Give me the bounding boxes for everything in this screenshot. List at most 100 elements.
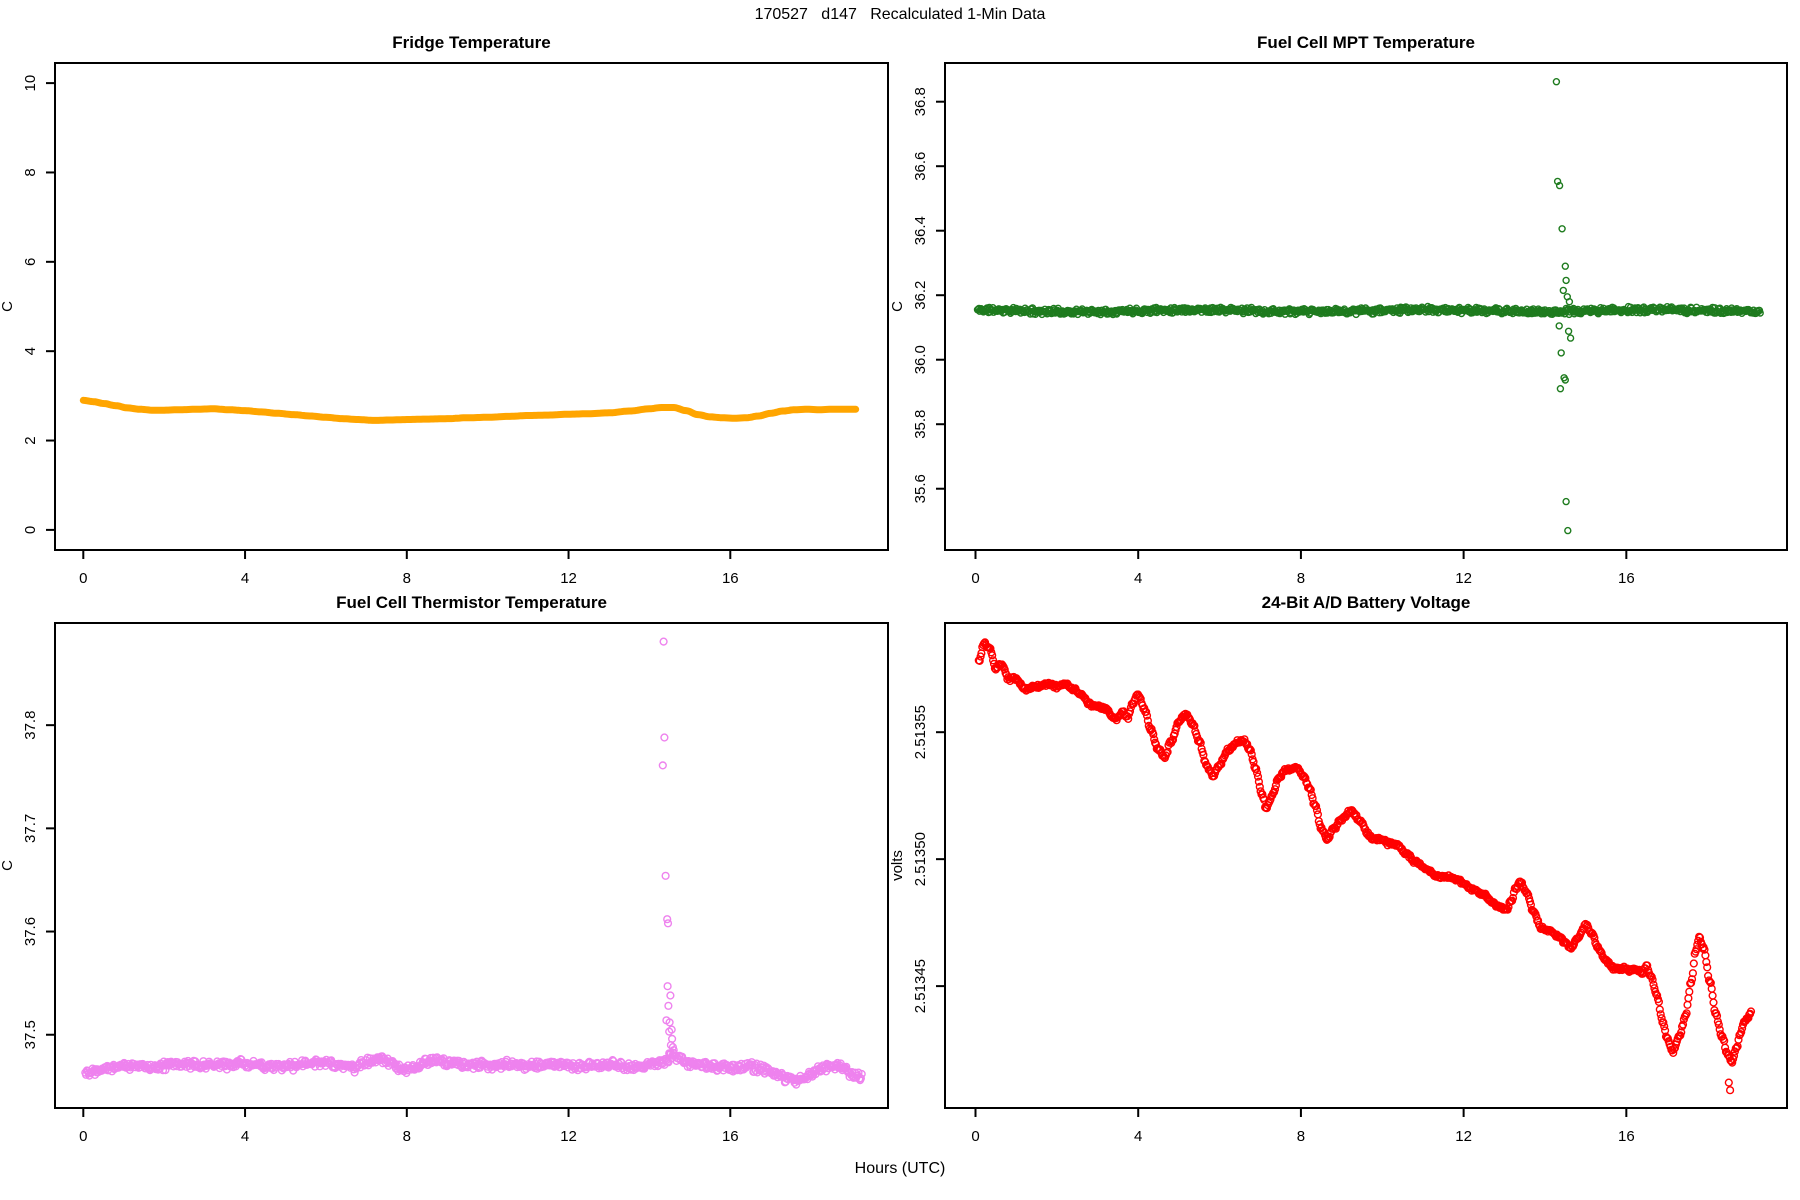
outlier-point — [1561, 262, 1570, 270]
data-point — [1254, 777, 1264, 786]
data-point — [1683, 1000, 1692, 1009]
y-tick-label: 2.51350 — [912, 832, 929, 886]
y-axis-label: C — [0, 860, 16, 871]
data-point — [1299, 771, 1308, 781]
y-tick-label: 2 — [22, 436, 39, 444]
data-point — [1652, 990, 1661, 999]
x-tick-label: 0 — [79, 570, 87, 587]
plot-box — [54, 62, 889, 551]
data-point — [1590, 933, 1599, 942]
y-tick-label: 2.51355 — [912, 705, 929, 759]
data-point — [1678, 1020, 1688, 1029]
outlier-point — [664, 1001, 673, 1010]
data-point — [1532, 912, 1541, 921]
data-point — [1682, 1009, 1691, 1018]
data-point — [1246, 746, 1255, 755]
data-point — [1217, 760, 1226, 769]
data-point — [1245, 745, 1255, 754]
data-point — [833, 1058, 842, 1068]
data-point — [975, 656, 984, 666]
outlier-point — [1564, 526, 1572, 535]
data-point — [976, 652, 985, 661]
data-point — [1167, 736, 1177, 745]
data-point — [1269, 788, 1278, 798]
outlier-point — [1558, 225, 1566, 233]
x-tick-label: 0 — [79, 1128, 87, 1145]
y-tick-label: 36.8 — [912, 87, 929, 116]
data-point — [1694, 932, 1704, 941]
plot-fuel-cell-mpt-temperature: Fuel Cell MPT Temperature C 0 4 8 12 16 35.6 35.… — [889, 33, 1788, 587]
plot-title: 24-Bit A/D Battery Voltage — [1262, 593, 1471, 612]
data-point — [1700, 945, 1709, 954]
y-tick-label: 35.6 — [912, 474, 929, 503]
data-point — [1270, 785, 1280, 794]
data-point — [1643, 961, 1652, 970]
x-tick-label: 4 — [1134, 1128, 1142, 1145]
data-point — [1325, 832, 1334, 841]
outlier-point — [1566, 334, 1575, 342]
x-tick-label: 0 — [971, 1128, 979, 1145]
data-point — [1000, 665, 1009, 674]
data-point — [1162, 748, 1171, 758]
data-point — [1654, 997, 1664, 1007]
outlier-point — [666, 991, 675, 1000]
data-point — [1688, 969, 1698, 978]
y-tick-label: 10 — [22, 75, 39, 92]
outlier-point — [1724, 1078, 1733, 1087]
plot-title: Fuel Cell Thermistor Temperature — [336, 593, 607, 612]
data-point — [988, 651, 997, 660]
data-point — [1258, 790, 1267, 799]
series-points — [973, 302, 1764, 319]
data-point — [1669, 1048, 1678, 1058]
data-point — [1685, 987, 1694, 996]
data-point — [1715, 1025, 1724, 1034]
x-tick-label: 12 — [1455, 570, 1472, 587]
series-points — [974, 638, 1756, 1067]
data-point — [1252, 764, 1261, 773]
outlier-point — [1561, 376, 1570, 384]
data-point — [1313, 810, 1323, 819]
y-tick-label: 37.7 — [22, 814, 39, 843]
data-point — [1149, 730, 1158, 739]
data-point — [1253, 772, 1263, 781]
data-point — [988, 656, 998, 665]
data-point — [1720, 1043, 1730, 1052]
data-point — [1150, 735, 1159, 744]
outlier-points — [658, 637, 678, 1055]
data-point — [1124, 714, 1133, 724]
data-point — [350, 1068, 359, 1077]
data-point — [1311, 801, 1321, 811]
outlier-point — [1553, 177, 1562, 186]
y-axis-label: C — [889, 301, 906, 312]
y-axis-label: C — [0, 301, 16, 312]
data-point — [1190, 721, 1199, 730]
x-tick-label: 16 — [722, 570, 739, 587]
series-points — [81, 1048, 866, 1089]
data-point — [1734, 1035, 1743, 1044]
data-point — [1648, 975, 1657, 984]
outlier-point — [1552, 77, 1561, 86]
data-point — [1508, 893, 1518, 903]
x-tick-label: 16 — [722, 1128, 739, 1145]
data-point — [1141, 707, 1151, 717]
data-point — [1714, 1020, 1723, 1029]
data-point — [1702, 957, 1711, 967]
outlier-point — [1557, 349, 1565, 357]
outlier-point — [1555, 181, 1564, 190]
data-point — [1252, 768, 1262, 778]
series-line — [79, 396, 860, 424]
outlier-point — [667, 1025, 676, 1034]
data-point — [1746, 1007, 1756, 1016]
data-point — [1655, 1005, 1664, 1014]
data-point — [1659, 1018, 1668, 1027]
x-tick-label: 12 — [560, 570, 577, 587]
y-tick-label: 36.2 — [912, 281, 929, 310]
outlier-point — [1565, 298, 1574, 306]
data-point — [1312, 806, 1322, 815]
outlier-points — [1724, 1078, 1735, 1095]
data-point — [1737, 1027, 1746, 1037]
data-point — [1143, 716, 1153, 725]
data-point — [1125, 707, 1135, 716]
data-point — [710, 1059, 719, 1068]
outlier-point — [1562, 497, 1570, 506]
